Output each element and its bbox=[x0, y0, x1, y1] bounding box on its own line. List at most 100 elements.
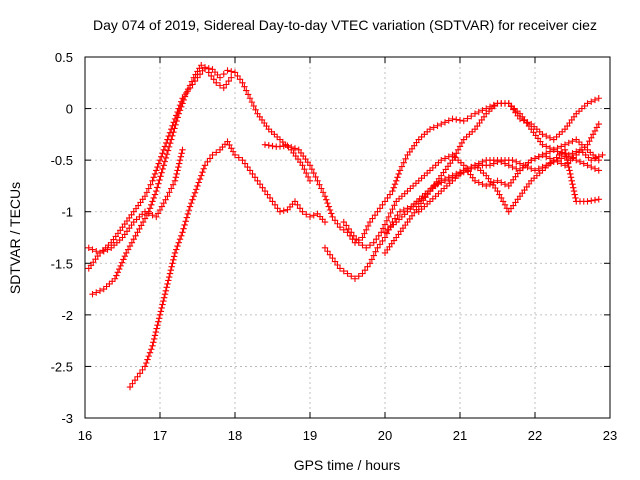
data-point-interp bbox=[173, 117, 180, 125]
data-point bbox=[595, 120, 602, 128]
data-point bbox=[550, 146, 557, 154]
data-point-interp bbox=[308, 165, 316, 173]
data-point bbox=[370, 239, 377, 246]
data-point-interp bbox=[114, 269, 122, 276]
data-point-interp bbox=[251, 174, 259, 181]
data-point bbox=[460, 117, 467, 125]
data-point-interp bbox=[163, 151, 171, 158]
data-point bbox=[584, 100, 591, 107]
data-point bbox=[261, 141, 269, 148]
data-point-interp bbox=[160, 146, 167, 154]
data-point-interp bbox=[174, 167, 181, 174]
data-point bbox=[164, 193, 171, 200]
data-point bbox=[396, 208, 404, 215]
data-point-interp bbox=[173, 246, 180, 253]
data-point-interp bbox=[120, 256, 127, 263]
data-point-interp bbox=[310, 169, 317, 177]
data-point-interp bbox=[156, 206, 164, 214]
data-point bbox=[216, 74, 224, 81]
data-point bbox=[531, 167, 539, 174]
data-point-interp bbox=[165, 277, 172, 284]
data-point-interp bbox=[160, 199, 167, 207]
data-point-interp bbox=[124, 246, 132, 253]
data-point-interp bbox=[188, 199, 195, 207]
data-point bbox=[348, 229, 355, 236]
data-point bbox=[509, 156, 516, 164]
data-point-interp bbox=[183, 214, 190, 221]
x-tick-label: 22 bbox=[528, 428, 542, 443]
data-point-interp bbox=[280, 207, 287, 214]
data-point-interp bbox=[304, 173, 312, 181]
data-point-interp bbox=[154, 210, 162, 217]
data-point-interp bbox=[132, 232, 139, 239]
data-point bbox=[205, 69, 212, 76]
data-point-interp bbox=[159, 165, 166, 173]
data-point-interp bbox=[468, 112, 475, 120]
data-point-interp bbox=[116, 265, 123, 273]
data-point bbox=[340, 218, 347, 226]
data-point-interp bbox=[288, 143, 295, 151]
data-point-interp bbox=[165, 143, 173, 151]
data-point-interp bbox=[570, 184, 577, 191]
data-point-interp bbox=[326, 251, 334, 258]
data-point bbox=[149, 177, 156, 184]
data-point bbox=[595, 196, 602, 203]
data-point bbox=[389, 187, 396, 195]
x-tick-label: 18 bbox=[228, 428, 242, 443]
data-point-interp bbox=[390, 184, 397, 191]
data-point-interp bbox=[383, 217, 391, 224]
data-point-interp bbox=[139, 366, 146, 374]
data-point-interp bbox=[167, 266, 175, 274]
data-point-interp bbox=[213, 149, 220, 156]
data-point-interp bbox=[249, 170, 256, 178]
data-point-interp bbox=[158, 169, 165, 176]
data-point-interp bbox=[206, 155, 214, 162]
data-point-interp bbox=[182, 218, 189, 225]
data-point-interp bbox=[475, 108, 482, 116]
data-point-interp bbox=[180, 225, 187, 232]
data-point-interp bbox=[157, 173, 164, 180]
data-point-interp bbox=[180, 96, 187, 104]
data-point-interp bbox=[359, 242, 366, 249]
data-point-interp bbox=[196, 175, 204, 183]
data-point-interp bbox=[456, 143, 464, 150]
data-point-interp bbox=[361, 230, 368, 237]
data-point-interp bbox=[391, 181, 399, 188]
data-point-interp bbox=[179, 100, 186, 107]
data-point bbox=[171, 249, 179, 257]
data-point-interp bbox=[157, 308, 165, 315]
data-point-interp bbox=[149, 198, 156, 205]
data-point bbox=[246, 167, 254, 174]
data-point-interp bbox=[379, 201, 386, 209]
data-point-interp bbox=[152, 328, 160, 336]
data-point-interp bbox=[490, 101, 497, 109]
data-point-interp bbox=[228, 145, 235, 152]
data-point bbox=[85, 244, 92, 252]
data-point-interp bbox=[241, 160, 249, 167]
data-point bbox=[306, 177, 314, 184]
data-point-interp bbox=[340, 226, 347, 233]
data-point-interp bbox=[172, 121, 179, 128]
series-track-5 bbox=[261, 95, 602, 246]
series-track-10 bbox=[415, 120, 602, 215]
data-point-interp bbox=[558, 160, 565, 167]
data-point-interp bbox=[155, 180, 162, 187]
data-point bbox=[599, 151, 606, 159]
data-point-interp bbox=[165, 273, 173, 281]
x-tick-label: 23 bbox=[603, 428, 617, 443]
data-point-interp bbox=[375, 232, 382, 239]
data-point-interp bbox=[161, 158, 169, 165]
plot-frame bbox=[84, 56, 611, 419]
data-point-interp bbox=[154, 321, 161, 329]
data-point-interp bbox=[170, 256, 177, 264]
data-point-interp bbox=[121, 252, 129, 260]
data-point-interp bbox=[475, 179, 482, 186]
data-point-interp bbox=[274, 205, 281, 212]
data-point-interp bbox=[324, 248, 331, 255]
data-point-interp bbox=[163, 284, 170, 291]
data-point-interp bbox=[331, 217, 339, 224]
data-point-interp bbox=[169, 132, 176, 140]
data-point-interp bbox=[554, 148, 561, 155]
data-point-interp bbox=[364, 263, 371, 270]
y-tick-label: -1 bbox=[61, 205, 73, 220]
